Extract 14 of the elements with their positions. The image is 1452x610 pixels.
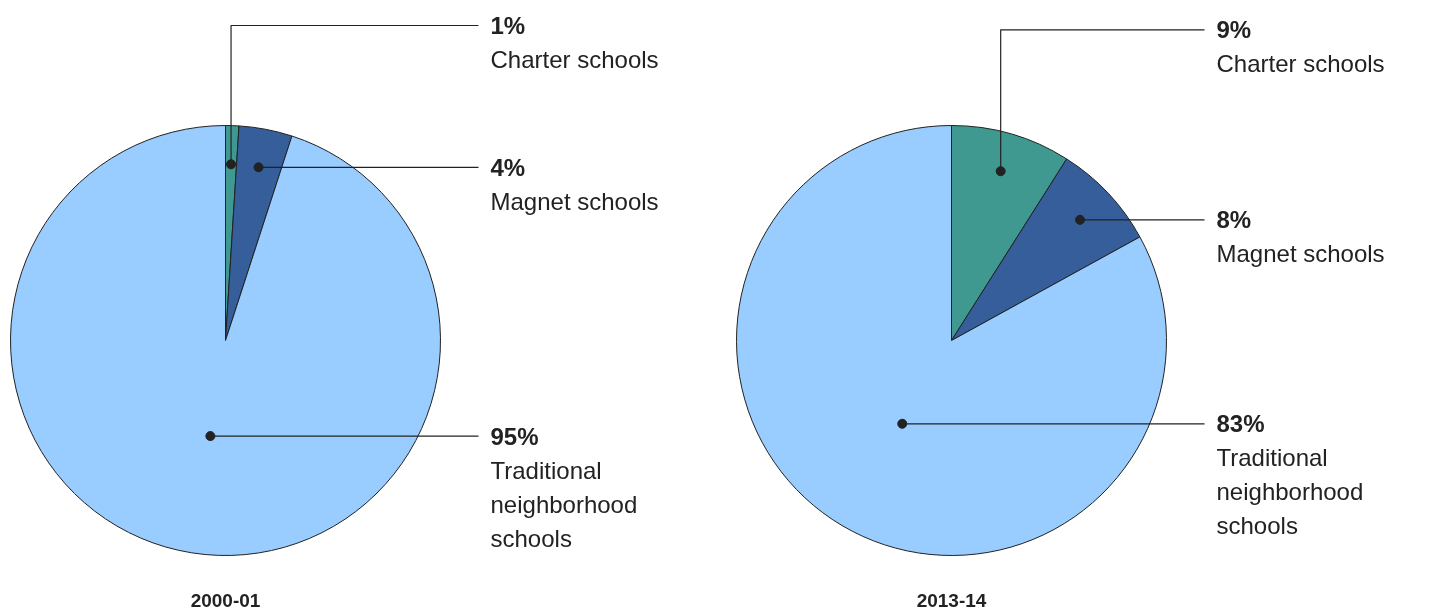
data-label: 8% (1216, 206, 1252, 234)
data-label: 1% (490, 12, 526, 39)
slice-label: Traditional neighborhood schools (1216, 444, 1364, 540)
data-label: 4% (490, 153, 526, 181)
slice-label: Magnet schools (490, 187, 659, 215)
slice-label: Traditional neighborhood schools (490, 456, 638, 552)
data-label: 83% (1216, 410, 1265, 438)
slice-label: Magnet schools (1216, 240, 1385, 268)
slice-label: Charter schools (1216, 50, 1385, 78)
text: 2000-01 (190, 590, 261, 610)
slice-label: Charter schools (490, 46, 659, 73)
data-label: 95% (490, 422, 539, 450)
data-label: 9% (1216, 16, 1252, 44)
text: 2013-14 (916, 590, 987, 610)
